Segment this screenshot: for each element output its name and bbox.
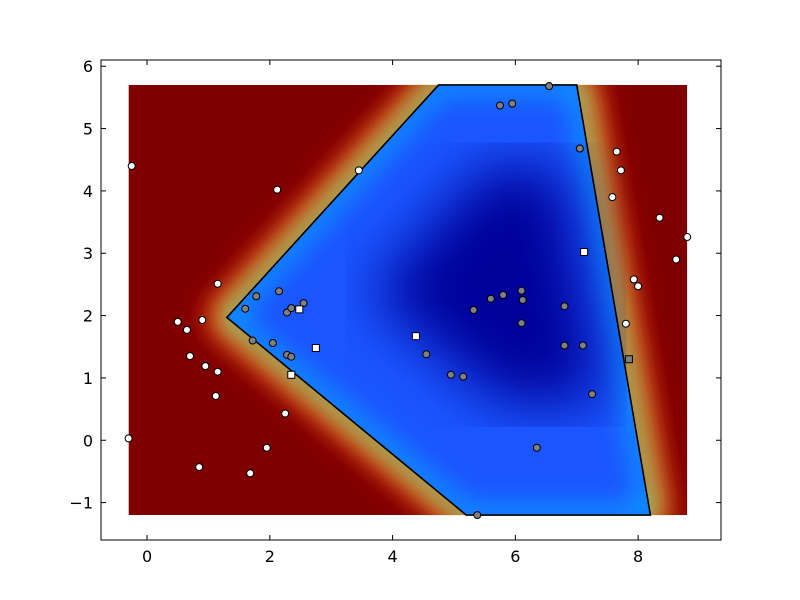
data-point-square-white [311, 344, 320, 352]
x-tick-label: 8 [633, 547, 643, 566]
data-point-circle-gray [532, 443, 541, 452]
data-point-square-white [580, 248, 589, 256]
data-point-circle-gray [422, 350, 431, 359]
decision-boundary-line [225, 84, 652, 516]
y-tick-label: 0 [83, 431, 93, 450]
data-point-circle-white [173, 317, 182, 326]
data-point-circle-gray [275, 287, 284, 296]
data-point-circle-gray [518, 296, 527, 304]
data-point-circle-gray [287, 352, 296, 361]
x-tick-label: 2 [265, 547, 275, 566]
data-point-circle-white [672, 255, 681, 264]
y-tick-label: 5 [83, 120, 93, 139]
data-point-circle-white [201, 362, 210, 371]
data-point-square-white [411, 332, 420, 341]
data-point-circle-gray [517, 286, 526, 295]
y-tick-label: 3 [83, 244, 93, 263]
data-point-circle-gray [241, 304, 250, 313]
data-point-square-white [295, 305, 304, 314]
data-point-circle-gray [486, 294, 495, 303]
x-tick-label: 0 [142, 547, 152, 566]
y-tick-label: 1 [83, 369, 93, 388]
data-point-circle-white [186, 352, 195, 361]
data-point-circle-white [621, 319, 630, 328]
data-point-circle-gray [473, 511, 482, 520]
data-point-circle-gray [248, 336, 257, 345]
x-axis: 0 2 4 6 8 [142, 60, 643, 566]
data-point-circle-gray [508, 99, 517, 108]
heatmap-deep-core [370, 166, 604, 404]
data-point-circle-white [634, 282, 643, 291]
data-point-circle-gray [578, 341, 587, 350]
data-point-circle-white [127, 161, 136, 170]
data-point-circle-gray [517, 319, 526, 328]
data-point-circle-white [124, 434, 133, 443]
data-point-circle-white [246, 469, 255, 478]
data-point-square-white [287, 370, 296, 379]
y-axis: −1 0 1 2 3 4 5 6 [69, 57, 721, 513]
data-point-circle-white [354, 166, 363, 175]
data-point-circle-gray [446, 370, 455, 379]
data-point-circle-white [262, 443, 271, 452]
data-point-circle-white [213, 367, 222, 376]
data-point-circle-gray [575, 144, 584, 153]
data-point-circle-gray [499, 291, 508, 300]
decision-boundary [225, 84, 652, 516]
data-point-circle-gray [588, 390, 597, 399]
data-point-circle-white [211, 392, 220, 400]
data-point-circle-gray [252, 292, 261, 301]
data-point-circle-white [213, 279, 222, 288]
y-tick-label: 2 [83, 307, 93, 326]
data-point-circle-gray [560, 341, 569, 350]
y-tick-label: 6 [83, 57, 93, 76]
x-tick-label: 4 [387, 547, 397, 566]
data-point-circle-gray [459, 372, 468, 381]
data-point-circle-gray [496, 101, 505, 110]
data-point-circle-white [683, 233, 692, 242]
data-point-circle-gray [287, 304, 296, 313]
data-point-circle-white [629, 275, 638, 284]
heatmap [128, 84, 688, 516]
x-tick-label: 6 [510, 547, 520, 566]
data-point-circle-white [273, 185, 282, 194]
data-points [124, 82, 692, 520]
data-point-circle-white [612, 147, 621, 156]
data-point-circle-white [195, 463, 204, 472]
data-point-circle-gray [268, 339, 277, 348]
data-point-circle-white [198, 315, 207, 324]
data-point-circle-gray [560, 302, 569, 311]
plot-frame [100, 59, 722, 541]
y-tick-label: −1 [69, 494, 93, 513]
data-point-circle-white [608, 193, 617, 202]
data-point-circle-white [281, 409, 290, 418]
data-point-square-gray [624, 355, 633, 364]
data-point-circle-gray [299, 299, 308, 308]
data-point-circle-white [182, 325, 191, 334]
data-point-circle-white [616, 166, 625, 175]
data-point-circle-white [655, 213, 664, 222]
data-point-circle-gray [469, 305, 478, 314]
data-point-circle-gray [545, 82, 554, 91]
y-tick-label: 4 [83, 182, 93, 201]
